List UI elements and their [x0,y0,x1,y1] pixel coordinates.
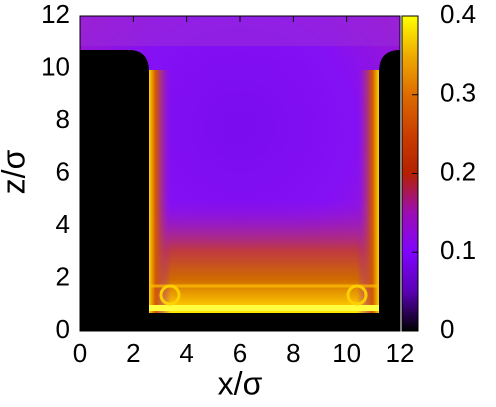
y-tick-label: 0 [56,314,70,344]
y-tick-label: 10 [41,51,70,81]
y-tick-label: 12 [41,0,70,29]
x-tick-label: 6 [233,338,247,368]
colorbar-tick-label: 0.2 [440,156,476,186]
y-tick-label: 8 [56,104,70,134]
x-tick-label: 8 [286,338,300,368]
x-tick-label: 2 [126,338,140,368]
x-tick-label: 10 [332,338,361,368]
density-field [80,16,400,331]
x-tick-label: 12 [386,338,415,368]
x-tick-label: 4 [179,338,193,368]
y-tick-label: 4 [56,209,70,239]
y-tick-label: 6 [56,156,70,186]
colorbar-tick-label: 0.4 [440,0,476,29]
y-axis-label: z/σ [0,149,31,194]
y-tick-label: 2 [56,261,70,291]
x-tick-label: 0 [73,338,87,368]
colorbar-tick-label: 0.1 [440,235,476,265]
x-axis-label: x/σ [218,365,263,401]
colorbar-tick-label: 0 [440,314,454,344]
colorbar-tick-label: 0.3 [440,78,476,108]
